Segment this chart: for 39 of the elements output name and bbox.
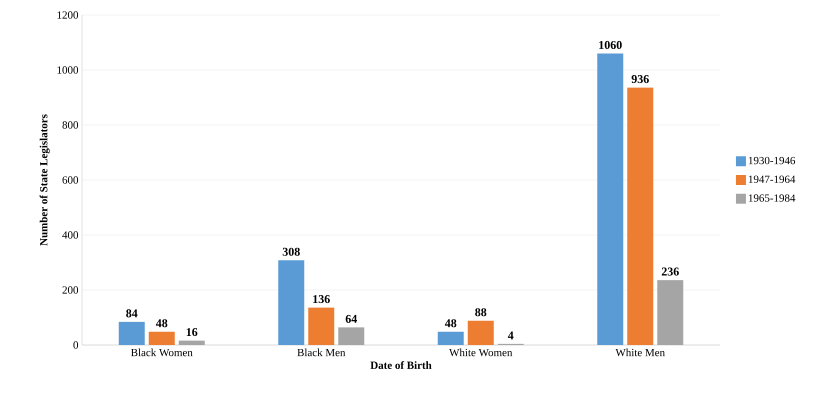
bar bbox=[627, 88, 654, 345]
bar bbox=[148, 332, 175, 345]
legend-label: 1947-1964 bbox=[748, 176, 796, 183]
legend-label: 1930-1946 bbox=[748, 156, 796, 164]
x-tick-label: Black Women bbox=[131, 348, 193, 356]
y-tick-label: 0 bbox=[73, 341, 78, 349]
data-label: 64 bbox=[346, 314, 357, 323]
y-tick-label: 1200 bbox=[58, 11, 78, 19]
data-label: 84 bbox=[126, 309, 138, 318]
bar bbox=[118, 322, 145, 345]
y-tick-label: 200 bbox=[62, 286, 78, 294]
y-axis-title: Number of State Legislators bbox=[40, 114, 50, 246]
bar bbox=[338, 327, 364, 345]
y-tick-label: 400 bbox=[62, 231, 78, 239]
data-label: 4 bbox=[508, 332, 514, 340]
data-label: 308 bbox=[282, 248, 300, 256]
bar bbox=[438, 332, 464, 345]
x-tick-label: White Women bbox=[449, 348, 512, 356]
y-tick-label: 800 bbox=[62, 121, 78, 129]
bar bbox=[308, 308, 334, 345]
y-tick-label: 1000 bbox=[58, 66, 78, 74]
bar bbox=[178, 340, 205, 345]
data-label: 136 bbox=[313, 295, 330, 304]
x-tick-label: White Men bbox=[615, 348, 665, 356]
data-label: 88 bbox=[475, 308, 486, 316]
data-label: 236 bbox=[662, 268, 679, 276]
x-axis-title: Date of Birth bbox=[370, 361, 432, 369]
legend-label: 1965-1984 bbox=[748, 194, 796, 202]
data-label: 48 bbox=[444, 319, 456, 328]
data-label: 48 bbox=[156, 319, 168, 328]
bar bbox=[278, 260, 304, 345]
bar bbox=[657, 280, 684, 345]
data-label: 16 bbox=[186, 328, 198, 336]
bar bbox=[597, 53, 624, 345]
bar bbox=[468, 320, 494, 345]
y-tick-label: 600 bbox=[62, 176, 78, 184]
data-label: 1060 bbox=[599, 40, 622, 49]
x-tick-label: Black Men bbox=[297, 348, 346, 356]
data-label: 936 bbox=[632, 75, 649, 84]
